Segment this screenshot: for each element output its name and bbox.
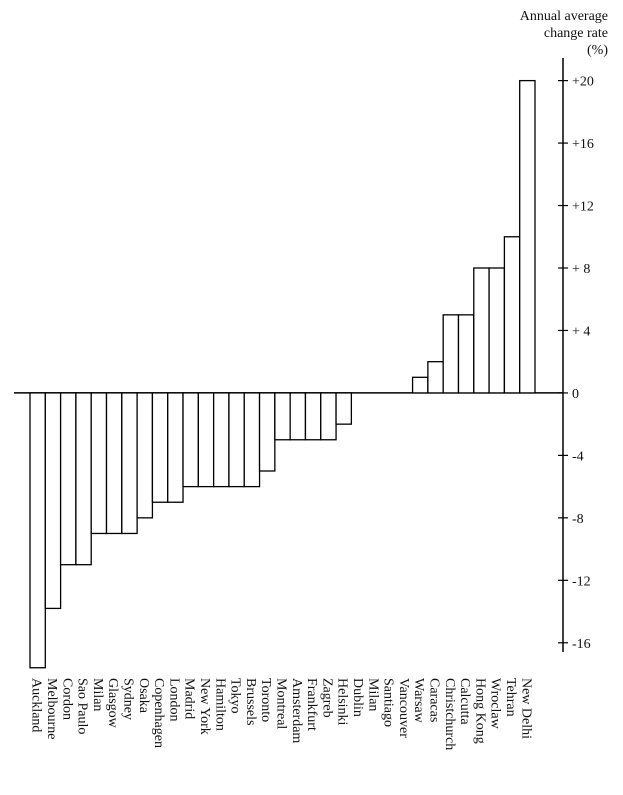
y-tick-label: -16: [572, 637, 591, 652]
x-tick-label: Hamilton: [212, 678, 227, 731]
x-tick-label: Zagreb: [319, 678, 334, 718]
x-tick-label: Madrid: [182, 678, 197, 719]
y-tick-label: -8: [572, 512, 584, 527]
x-tick-label: Amsterdam: [289, 678, 304, 743]
y-tick-label: +20: [572, 75, 594, 90]
bar: [274, 392, 291, 441]
bar: [121, 392, 138, 535]
bar: [167, 392, 184, 503]
y-tick-label: +12: [572, 200, 594, 215]
bar: [105, 392, 123, 535]
x-tick-label: Melbourne: [44, 678, 59, 739]
bar: [90, 392, 108, 535]
x-tick-label: Hong Kong: [472, 678, 487, 744]
x-tick-label: Osaka: [136, 678, 151, 714]
bar: [228, 392, 245, 488]
bar: [197, 392, 215, 488]
x-tick-label: Christchurch: [442, 678, 457, 750]
bar: [44, 392, 62, 610]
bar: [136, 392, 154, 519]
x-tick-label: Toronto: [258, 678, 273, 722]
x-tick-label: Milan: [365, 678, 380, 711]
bar: [320, 392, 337, 441]
x-tick-label: New York: [197, 678, 212, 735]
bar: [212, 392, 230, 488]
x-tick-label: Frankfurt: [304, 678, 319, 731]
bar: [457, 314, 475, 394]
y-axis-title: change rate: [544, 26, 608, 41]
bar: [243, 392, 261, 488]
bar: [75, 392, 92, 566]
x-tick-label: Caracas: [427, 678, 442, 722]
bar: [258, 392, 276, 472]
x-tick-label: Brussels: [243, 678, 258, 725]
x-tick-label: Milan: [90, 678, 105, 711]
bar: [151, 392, 169, 503]
y-axis-title: (%): [587, 43, 608, 58]
x-tick-label: Vancouver: [396, 678, 411, 738]
x-tick-label: Tehran: [503, 678, 518, 717]
x-tick-label: Auckland: [29, 678, 44, 732]
x-tick-label: Santiago: [381, 678, 396, 727]
x-tick-label: Warsaw: [411, 678, 426, 724]
y-tick-label: + 8: [572, 262, 590, 277]
bar: [473, 267, 490, 394]
x-tick-label: Glasgow: [105, 678, 120, 729]
bar: [442, 314, 460, 394]
y-tick-label: +16: [572, 137, 594, 152]
bar: [59, 392, 77, 566]
x-tick-label: Tokyo: [228, 678, 243, 714]
bar: [29, 392, 46, 669]
y-tick-label: -12: [572, 574, 591, 589]
y-tick-label: 0: [572, 387, 579, 402]
bar: [335, 392, 353, 425]
x-tick-label: Sydney: [120, 678, 135, 720]
x-tick-label: Copenhagen: [151, 678, 166, 748]
y-tick-label: -4: [572, 449, 584, 464]
bar: [427, 361, 444, 394]
x-tick-label: Cordon: [59, 678, 74, 720]
x-tick-label: Sao Paulo: [75, 678, 90, 734]
bar: [411, 376, 429, 394]
x-tick-label: New Delhi: [518, 678, 533, 739]
x-tick-label: Calcutta: [457, 678, 472, 725]
x-tick-label: Montreal: [274, 678, 289, 729]
x-tick-label: London: [166, 678, 181, 722]
x-tick-label: Wroclaw: [488, 678, 503, 730]
bar: [519, 79, 536, 394]
x-tick-label: Dublin: [350, 678, 365, 717]
bar: [503, 236, 521, 394]
bar: [488, 267, 506, 394]
y-tick-label: + 4: [572, 324, 590, 339]
bar: [304, 392, 322, 441]
bar: [289, 392, 307, 441]
y-axis-title: Annual average: [520, 9, 608, 24]
x-tick-label: Helsinki: [335, 678, 350, 726]
bar: [182, 392, 199, 488]
